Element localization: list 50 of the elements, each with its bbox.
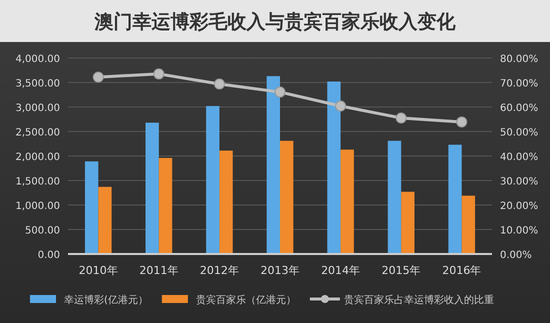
x-tick-label: 2015年 [382,264,421,277]
legend-label: 贵宾百家乐（亿港元） [196,294,296,306]
y-tick-label: 4,000.00 [15,54,60,65]
point [214,78,225,90]
x-tick-label: 2010年 [78,264,118,277]
chart-title: 澳门幸运博彩毛收入与贵宾百家乐收入变化 [94,11,456,33]
bar [219,150,233,254]
x-tick-label: 2014年 [321,264,360,277]
y-tick-label: 3,000.00 [15,103,60,114]
y-tick-label: 2,000.00 [15,152,60,163]
legend-label: 贵宾百家乐占幸运博彩收入的比重 [344,294,494,306]
point [274,86,286,98]
bar [98,186,112,254]
y2-tick-label: 80.00% [500,54,538,65]
bar [340,150,354,254]
point [456,116,468,128]
y-tick-label: 1,000.00 [15,201,60,212]
bar [206,106,220,254]
bar [327,82,341,254]
x-tick-label: 2011年 [139,264,178,277]
bar [280,140,294,254]
y2-tick-label: 60.00% [500,103,538,114]
bar [388,140,402,254]
legend-label: 幸运博彩(亿港元） [64,294,148,306]
y-tick-label: 500.00 [25,226,60,236]
bar [401,192,414,254]
y2-tick-label: 70.00% [500,78,538,90]
bar [84,161,98,254]
y2-tick-label: 30.00% [500,176,538,188]
bar [146,122,159,254]
x-tick-label: 2012年 [200,264,239,277]
point [335,100,346,112]
point [153,68,164,80]
y-tick-label: 1,500.00 [15,176,60,188]
x-tick-label: 2016年 [442,264,482,277]
bar [448,144,462,254]
y-tick-label: 2,500.00 [15,128,60,138]
y-tick-label: 0.00 [38,250,60,261]
y2-tick-label: 0.00% [500,250,532,261]
bar [158,158,172,254]
y2-tick-label: 10.00% [500,226,538,236]
bar [266,76,280,254]
point [92,72,104,83]
y2-tick-label: 40.00% [500,152,538,163]
y2-tick-label: 50.00% [500,128,538,138]
x-tick-label: 2013年 [260,264,300,277]
y2-tick-label: 20.00% [500,201,538,212]
bar [462,196,476,254]
y-tick-label: 3,500.00 [15,78,60,90]
point [396,112,407,124]
